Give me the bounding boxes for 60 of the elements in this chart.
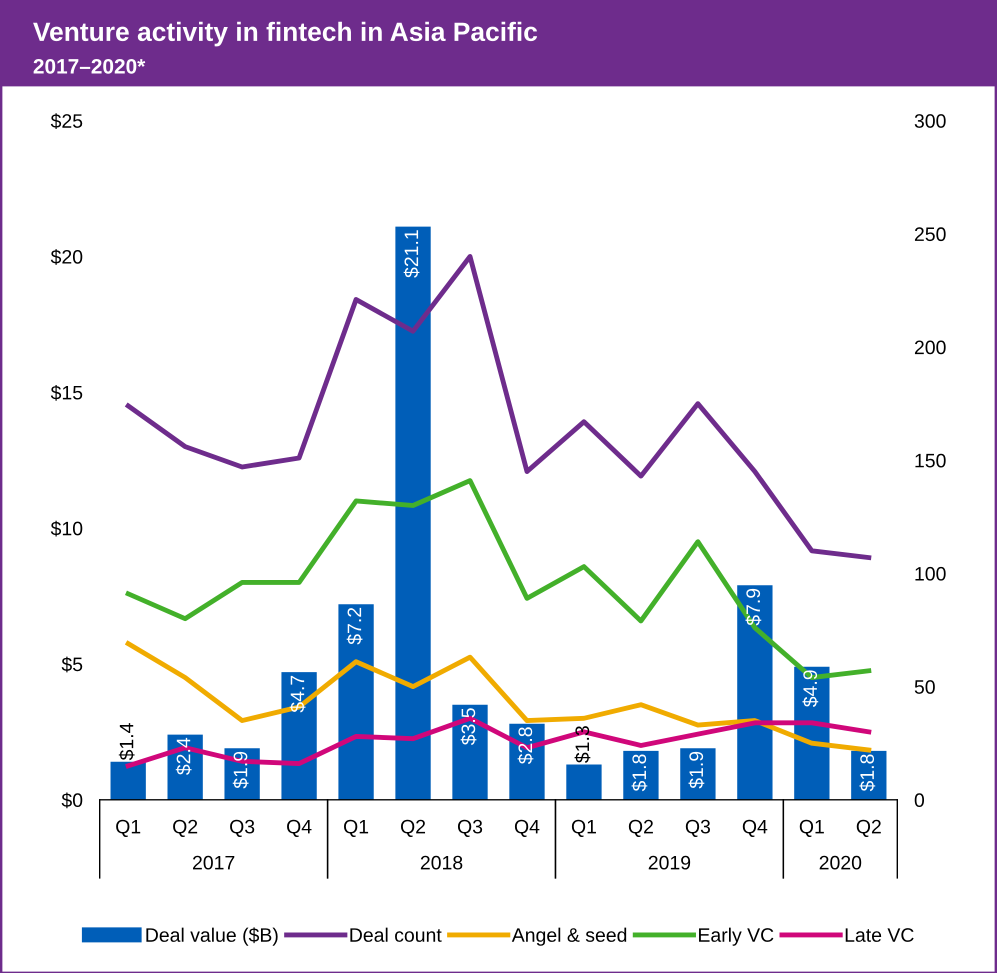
legend-label: Angel & seed — [512, 928, 626, 946]
y-tick-label: $10 — [50, 520, 82, 537]
x-tick-label: Q3 — [686, 820, 710, 838]
data-label: $1.9 — [232, 752, 249, 789]
y2-tick-label: 300 — [914, 114, 946, 128]
x-tick-label: Q2 — [400, 820, 426, 838]
chart-title: Venture activity in fintech in Asia Pacific — [33, 22, 538, 46]
x-tick-label: Q3 — [458, 820, 482, 838]
y2-tick-label: 250 — [914, 227, 946, 242]
data-label: $1.8 — [632, 754, 648, 792]
y-tick-label: $0 — [62, 792, 82, 808]
x-tick-label: Q1 — [572, 820, 596, 838]
x-tick-label: Q2 — [628, 820, 653, 838]
text: 2018 — [420, 856, 462, 870]
y2-tick-label: 0 — [914, 793, 924, 808]
data-label: $1.3 — [574, 726, 590, 763]
legend-label: Deal value ($B) — [146, 927, 278, 946]
y-tick-label: $25 — [50, 113, 82, 130]
y2-tick-label: 200 — [914, 340, 946, 354]
data-label: $2.4 — [176, 738, 192, 775]
text: 2020 — [820, 856, 862, 870]
data-label: $2.8 — [518, 727, 534, 764]
legend-label: Early VC — [699, 928, 774, 946]
data-label: $1.4 — [118, 723, 135, 760]
bar — [737, 585, 773, 800]
x-tick-label: Q3 — [230, 820, 254, 838]
legend-label: Late VC — [846, 928, 914, 942]
bar — [110, 762, 146, 800]
text: 2019 — [648, 856, 690, 870]
x-tick-label: Q2 — [173, 820, 198, 838]
bar — [338, 604, 374, 800]
bar — [281, 672, 317, 800]
x-tick-label: Q1 — [116, 820, 140, 838]
bar — [395, 226, 431, 800]
data-label: $7.2 — [346, 608, 362, 645]
x-tick-label: Q4 — [514, 820, 540, 838]
data-label: $3.5 — [460, 708, 476, 746]
y2-tick-label: 100 — [915, 566, 946, 581]
x-tick-label: Q4 — [742, 820, 768, 838]
x-tick-label: Q1 — [344, 820, 368, 838]
data-label: $1.9 — [688, 752, 704, 789]
y2-tick-label: 150 — [915, 454, 946, 468]
data-label: $1.8 — [859, 754, 876, 792]
y-tick-label: $20 — [50, 249, 82, 265]
y-tick-label: $5 — [62, 656, 82, 672]
data-label: $21.1 — [404, 230, 420, 278]
text: 2017 — [192, 856, 234, 870]
chart-subtitle: 2017–2020* — [34, 58, 146, 74]
bar — [566, 764, 602, 800]
y-tick-label: $15 — [50, 384, 82, 401]
data-label: $4.9 — [802, 670, 818, 708]
x-tick-label: Q2 — [856, 820, 881, 838]
x-tick-label: Q4 — [287, 820, 312, 838]
legend-label: Deal count — [350, 928, 442, 942]
bar — [851, 750, 886, 800]
y2-tick-label: 50 — [914, 680, 935, 694]
bar — [680, 748, 716, 800]
x-tick-label: Q1 — [800, 820, 824, 838]
data-label: $4.7 — [290, 676, 306, 712]
data-label: $7.9 — [746, 588, 762, 626]
